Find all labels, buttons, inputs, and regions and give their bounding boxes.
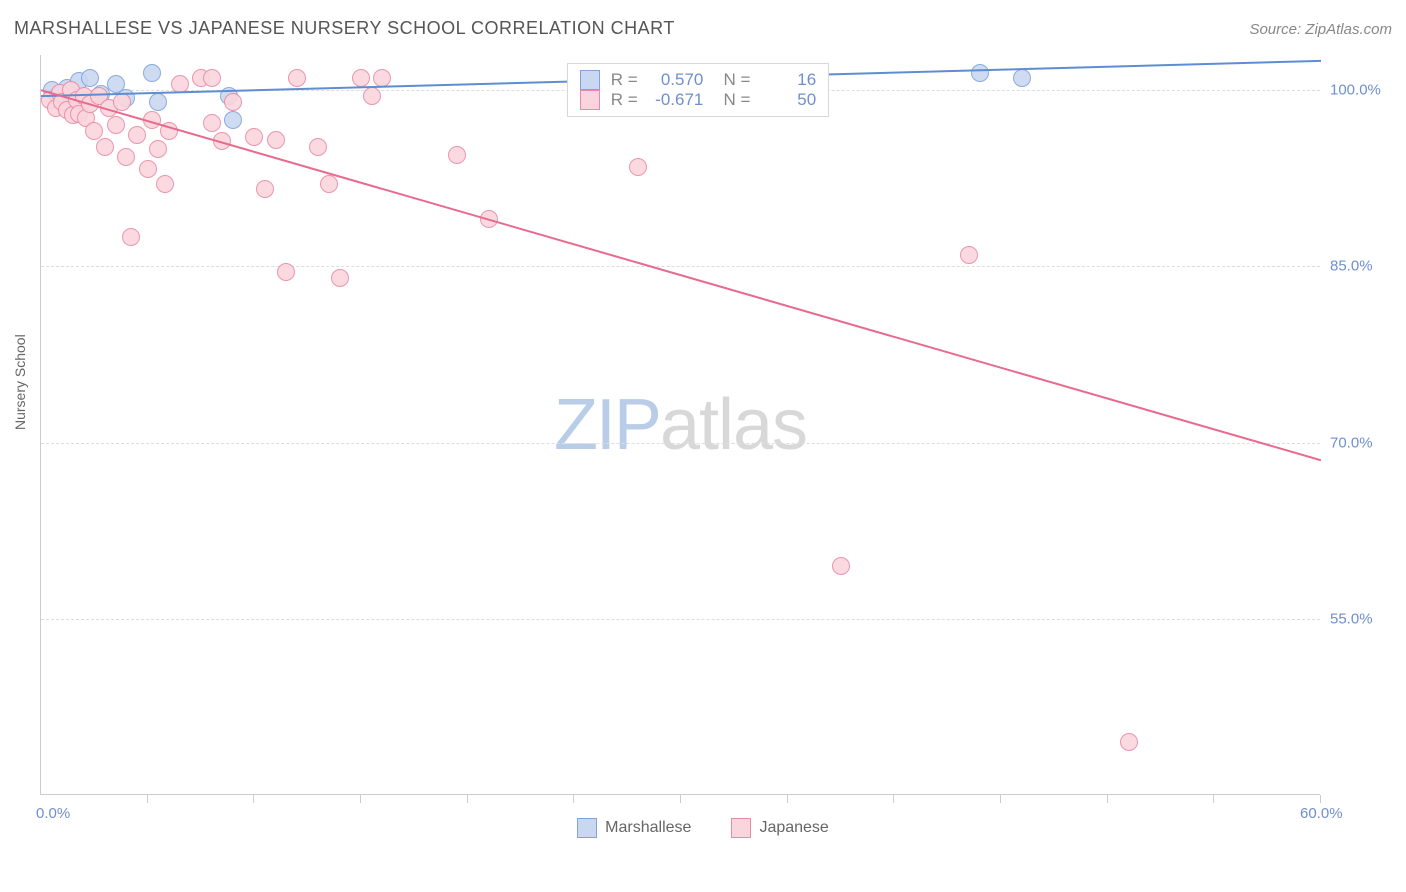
y-axis-label: Nursery School bbox=[12, 334, 28, 430]
y-tick-label: 70.0% bbox=[1330, 434, 1373, 451]
data-point bbox=[139, 160, 157, 178]
data-point bbox=[224, 111, 242, 129]
data-point bbox=[971, 64, 989, 82]
data-point bbox=[117, 148, 135, 166]
stats-box: R = 0.570 N = 16 R = -0.671 N = 50 bbox=[567, 63, 829, 117]
legend-item: Marshallese bbox=[577, 818, 691, 838]
x-tick-mark bbox=[1320, 795, 1321, 803]
stat-label: R = bbox=[606, 90, 642, 110]
data-point bbox=[171, 75, 189, 93]
x-tick-mark bbox=[360, 795, 361, 803]
x-tick-mark bbox=[1000, 795, 1001, 803]
x-tick-label: 60.0% bbox=[1300, 805, 1343, 822]
data-point bbox=[352, 69, 370, 87]
y-tick-label: 55.0% bbox=[1330, 610, 1373, 627]
data-point bbox=[203, 114, 221, 132]
x-tick-mark bbox=[680, 795, 681, 803]
stats-row: R = -0.671 N = 50 bbox=[580, 90, 816, 110]
x-tick-mark bbox=[147, 795, 148, 803]
legend-swatch bbox=[580, 90, 600, 110]
x-tick-mark bbox=[787, 795, 788, 803]
data-point bbox=[960, 246, 978, 264]
watermark-atlas: atlas bbox=[660, 385, 807, 465]
plot-area: ZIPatlas bbox=[40, 55, 1320, 795]
r-value: -0.671 bbox=[648, 90, 703, 110]
data-point bbox=[373, 69, 391, 87]
watermark-zip: ZIP bbox=[554, 385, 660, 465]
stat-label: N = bbox=[709, 90, 755, 110]
stat-label: R = bbox=[606, 70, 642, 90]
data-point bbox=[203, 69, 221, 87]
x-tick-mark bbox=[467, 795, 468, 803]
data-point bbox=[149, 93, 167, 111]
data-point bbox=[480, 210, 498, 228]
data-point bbox=[629, 158, 647, 176]
n-value: 50 bbox=[761, 90, 816, 110]
legend-label: Japanese bbox=[759, 819, 828, 837]
data-point bbox=[1120, 733, 1138, 751]
data-point bbox=[213, 132, 231, 150]
legend-label: Marshallese bbox=[605, 819, 691, 837]
data-point bbox=[224, 93, 242, 111]
y-tick-label: 85.0% bbox=[1330, 258, 1373, 275]
legend-swatch bbox=[580, 70, 600, 90]
stat-label: N = bbox=[709, 70, 755, 90]
data-point bbox=[320, 175, 338, 193]
legend-swatch bbox=[577, 818, 597, 838]
data-point bbox=[277, 263, 295, 281]
data-point bbox=[267, 131, 285, 149]
data-point bbox=[113, 93, 131, 111]
data-point bbox=[1013, 69, 1031, 87]
trend-lines bbox=[41, 55, 1321, 795]
gridline bbox=[41, 266, 1320, 267]
x-tick-mark bbox=[893, 795, 894, 803]
data-point bbox=[96, 138, 114, 156]
data-point bbox=[245, 128, 263, 146]
data-point bbox=[128, 126, 146, 144]
x-tick-mark bbox=[573, 795, 574, 803]
legend-item: Japanese bbox=[731, 818, 828, 838]
data-point bbox=[149, 140, 167, 158]
stats-row: R = 0.570 N = 16 bbox=[580, 70, 816, 90]
data-point bbox=[256, 180, 274, 198]
x-tick-mark bbox=[1107, 795, 1108, 803]
gridline bbox=[41, 443, 1320, 444]
chart-title: MARSHALLESE VS JAPANESE NURSERY SCHOOL C… bbox=[14, 18, 675, 39]
data-point bbox=[160, 122, 178, 140]
y-tick-label: 100.0% bbox=[1330, 82, 1381, 99]
gridline bbox=[41, 619, 1320, 620]
watermark: ZIPatlas bbox=[554, 384, 807, 466]
data-point bbox=[448, 146, 466, 164]
chart-source: Source: ZipAtlas.com bbox=[1249, 21, 1392, 38]
data-point bbox=[122, 228, 140, 246]
data-point bbox=[156, 175, 174, 193]
data-point bbox=[331, 269, 349, 287]
n-value: 16 bbox=[761, 70, 816, 90]
x-tick-mark bbox=[1213, 795, 1214, 803]
data-point bbox=[363, 87, 381, 105]
data-point bbox=[107, 116, 125, 134]
data-point bbox=[309, 138, 327, 156]
chart-header: MARSHALLESE VS JAPANESE NURSERY SCHOOL C… bbox=[14, 18, 1392, 39]
x-tick-label: 0.0% bbox=[36, 805, 70, 822]
data-point bbox=[143, 111, 161, 129]
data-point bbox=[143, 64, 161, 82]
data-point bbox=[288, 69, 306, 87]
r-value: 0.570 bbox=[648, 70, 703, 90]
x-tick-mark bbox=[253, 795, 254, 803]
bottom-legend: Marshallese Japanese bbox=[0, 818, 1406, 838]
legend-swatch bbox=[731, 818, 751, 838]
data-point bbox=[832, 557, 850, 575]
